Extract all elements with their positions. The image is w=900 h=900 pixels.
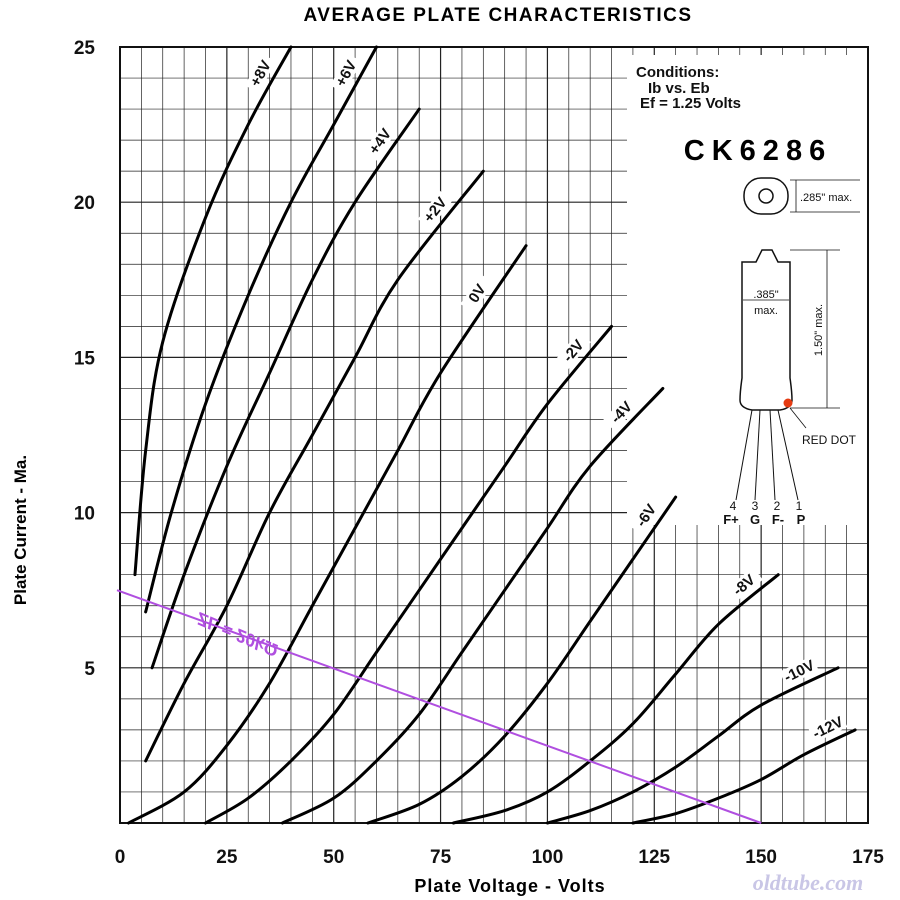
width-max-label: max. xyxy=(754,305,778,317)
curve-minus8v xyxy=(451,573,780,825)
width-dimension: .385" xyxy=(753,289,778,301)
x-tick-label: 0 xyxy=(115,847,126,868)
x-axis-label: Plate Voltage - Volts xyxy=(414,876,605,896)
curve-label-minus8v: -8V xyxy=(724,567,763,603)
height-dimension: 1.50" max. xyxy=(813,304,825,356)
curve-label-0v: 0V xyxy=(460,274,494,313)
curve-label-minus10v: -10V xyxy=(779,656,819,687)
pin-name-f-plus: F+ xyxy=(723,512,739,527)
curve-minus12v xyxy=(631,728,857,825)
tube-model: CK6286 xyxy=(684,135,832,167)
curve-minus6v xyxy=(366,495,678,825)
curves xyxy=(127,45,857,825)
x-tick-labels: 0 25 50 75 100 125 150 175 xyxy=(115,847,885,868)
pin-labels: 4 3 2 1 F+ G F- P xyxy=(723,499,805,527)
pin-name-g: G xyxy=(750,512,760,527)
curve-plus8v xyxy=(133,45,293,577)
curve-label-bg xyxy=(244,53,277,94)
curve-plus4v xyxy=(150,107,421,670)
load-line xyxy=(116,589,762,824)
curve-0v xyxy=(127,244,528,825)
pin-number-4: 4 xyxy=(730,499,737,513)
x-tick-label: 25 xyxy=(216,847,238,868)
pin-number-3: 3 xyxy=(752,499,759,513)
curve-label-plus2v: +2V xyxy=(417,190,453,229)
conditions-line1: Ib vs. Eb xyxy=(648,80,710,97)
curve-label-bg xyxy=(417,190,453,229)
load-line-label: ZL = 20kΩ xyxy=(193,608,281,661)
plot-frame xyxy=(119,46,869,824)
curve-label-bg xyxy=(555,331,591,370)
red-dot xyxy=(783,398,793,408)
x-tick-label: 175 xyxy=(852,847,884,868)
curve-plus6v xyxy=(144,45,378,614)
curve-minus2v xyxy=(203,324,614,825)
curve-label-bg xyxy=(603,393,640,431)
curve-label-text: -10V xyxy=(781,657,817,686)
curve-plus2v xyxy=(144,169,485,763)
x-tick-label: 125 xyxy=(638,847,670,868)
curve-minus10v xyxy=(545,666,840,825)
x-tick-label: 100 xyxy=(532,847,564,868)
curve-label-bg xyxy=(330,53,362,94)
curve-minus4v xyxy=(280,386,665,825)
pin-name-p: P xyxy=(797,512,806,527)
pin-name-f-minus: F- xyxy=(772,512,784,527)
pin-number-2: 2 xyxy=(774,499,781,513)
curve-label-bg xyxy=(460,274,494,313)
x-tick-label: 75 xyxy=(430,847,452,868)
conditions-title: Conditions: xyxy=(636,64,719,81)
curve-label-plus6v: +6V xyxy=(330,53,362,94)
conditions-box: Conditions: Ib vs. Eb Ef = 1.25 Volts xyxy=(636,64,741,112)
y-tick-label: 5 xyxy=(84,659,95,680)
x-tick-label: 150 xyxy=(745,847,777,868)
chart-title: AVERAGE PLATE CHARACTERISTICS xyxy=(303,5,692,26)
y-tick-labels: 5 10 15 20 25 xyxy=(74,38,96,680)
curve-label-bg xyxy=(363,122,397,161)
y-tick-label: 20 xyxy=(74,193,95,214)
curve-label-plus8v: +8V xyxy=(244,53,277,94)
y-tick-label: 25 xyxy=(74,38,96,59)
conditions-line2: Ef = 1.25 Volts xyxy=(640,95,741,112)
x-tick-label: 50 xyxy=(323,847,344,868)
tube-info-panel xyxy=(627,55,867,525)
tube-side-view: .385" max. 1.50" max. RED DOT xyxy=(735,249,857,501)
y-axis-label: Plate Current - Ma. xyxy=(11,455,30,605)
curve-label-minus12v: -12V xyxy=(808,712,848,743)
curve-label-bg xyxy=(724,567,763,603)
curve-label-bg xyxy=(808,712,848,743)
y-tick-label: 10 xyxy=(74,504,95,525)
pin-number-1: 1 xyxy=(796,499,803,513)
curve-label-bg xyxy=(629,496,663,535)
tube-top-view: .285" max. xyxy=(743,177,860,215)
curve-label-plus4v: +4V xyxy=(363,122,397,161)
top-dimension: .285" max. xyxy=(800,192,852,204)
curve-label-minus2v: -2V xyxy=(555,331,591,370)
y-tick-label: 15 xyxy=(74,348,96,369)
curve-label-bg xyxy=(779,656,819,687)
red-dot-label: RED DOT xyxy=(802,433,857,447)
watermark: oldtube.com xyxy=(753,870,864,895)
